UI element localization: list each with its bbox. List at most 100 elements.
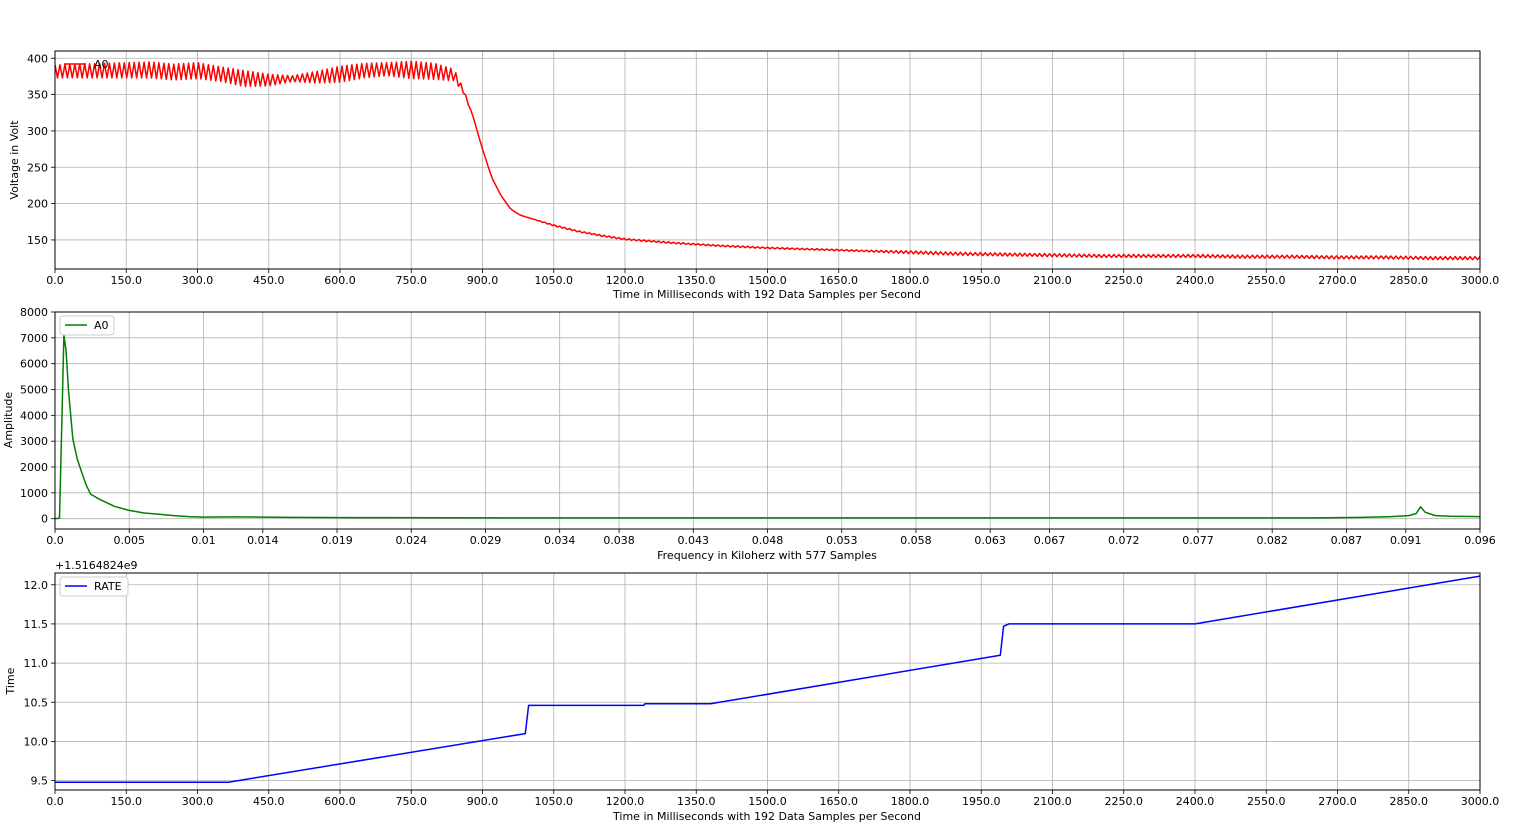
voltage-panel: 0.0 150.0 300.0 450.0 600.0 750.0 900.0 1050.0 1… bbox=[8, 50, 1499, 301]
amplitude-x-tick-label: 0.053 bbox=[826, 534, 858, 547]
voltage-x-tick-label: 300.0 bbox=[182, 274, 214, 287]
rate-y-tick-label: 12.0 bbox=[24, 579, 49, 592]
amplitude-x-tick-label: 0.043 bbox=[678, 534, 710, 547]
amplitude-y-tick-label: 7000 bbox=[20, 332, 48, 345]
rate-x-tick-label: 150.0 bbox=[111, 795, 143, 808]
amplitude-line-series bbox=[54, 334, 1481, 520]
voltage-legend-label: A0 bbox=[94, 58, 109, 71]
rate-x-tick-label: 0.0 bbox=[46, 795, 64, 808]
voltage-x-tick-label: 1650.0 bbox=[820, 274, 859, 287]
voltage-x-tick-label: 600.0 bbox=[324, 274, 356, 287]
voltage-x-tick-label: 1350.0 bbox=[677, 274, 716, 287]
amplitude-grid bbox=[54, 311, 1481, 529]
voltage-x-tick-label: 2250.0 bbox=[1105, 274, 1144, 287]
rate-x-tick-label: 2400.0 bbox=[1176, 795, 1215, 808]
rate-x-tick-label: 1950.0 bbox=[962, 795, 1001, 808]
rate-plot-frame bbox=[54, 572, 1481, 791]
amplitude-x-tick-label: 0.072 bbox=[1108, 534, 1140, 547]
voltage-x-tick-label: 900.0 bbox=[467, 274, 499, 287]
amplitude-x-tick-label: 0.01 bbox=[191, 534, 216, 547]
voltage-y-tick-label: 150 bbox=[27, 234, 48, 247]
voltage-x-tick-label: 2100.0 bbox=[1033, 274, 1072, 287]
amplitude-x-tick-label: 0.063 bbox=[974, 534, 1006, 547]
voltage-y-tick-label: 400 bbox=[27, 52, 48, 65]
amplitude-series bbox=[54, 334, 1481, 520]
amplitude-x-tick-label: 0.091 bbox=[1390, 534, 1422, 547]
voltage-x-tick-label: 1500.0 bbox=[748, 274, 787, 287]
amplitude-plot-frame bbox=[54, 311, 1481, 530]
voltage-series bbox=[54, 60, 1481, 261]
rate-x-tick-label: 1350.0 bbox=[677, 795, 716, 808]
voltage-x-tick-label: 1050.0 bbox=[535, 274, 574, 287]
rate-line-series bbox=[55, 575, 1481, 783]
amplitude-x-tick-label: 0.082 bbox=[1256, 534, 1288, 547]
rate-offset-text: +1.5164824e9 bbox=[55, 559, 137, 572]
rate-y-tick-label: 10.5 bbox=[24, 696, 49, 709]
amplitude-x-tick-label: 0.019 bbox=[321, 534, 353, 547]
voltage-x-axis-label: Time in Milliseconds with 192 Data Sampl… bbox=[612, 288, 921, 301]
voltage-y-tick-label: 200 bbox=[27, 198, 48, 211]
voltage-y-tick-label: 250 bbox=[27, 161, 48, 174]
voltage-x-tick-label: 1200.0 bbox=[606, 274, 645, 287]
amplitude-x-tick-label: 0.005 bbox=[113, 534, 145, 547]
amplitude-x-tick-label: 0.0 bbox=[46, 534, 64, 547]
voltage-x-tick-label: 2550.0 bbox=[1247, 274, 1286, 287]
voltage-x-ticks: 0.0 150.0 300.0 450.0 600.0 750.0 900.0 1050.0 1… bbox=[46, 269, 1499, 287]
amplitude-x-tick-label: 0.077 bbox=[1182, 534, 1214, 547]
rate-y-axis-label: Time bbox=[4, 667, 17, 695]
voltage-y-tick-label: 350 bbox=[27, 89, 48, 102]
amplitude-x-tick-label: 0.058 bbox=[900, 534, 932, 547]
rate-x-tick-label: 450.0 bbox=[253, 795, 285, 808]
rate-legend-box bbox=[59, 576, 129, 597]
amplitude-x-tick-label: 0.034 bbox=[544, 534, 576, 547]
rate-y-ticks: 9.5 10.0 10.5 11.0 11.5 12.0 bbox=[24, 579, 55, 788]
rate-x-tick-label: 1800.0 bbox=[891, 795, 930, 808]
voltage-x-tick-label: 0.0 bbox=[46, 274, 64, 287]
amplitude-y-tick-label: 5000 bbox=[20, 384, 48, 397]
rate-grid bbox=[54, 573, 1481, 790]
rate-x-tick-label: 300.0 bbox=[182, 795, 214, 808]
voltage-x-tick-label: 450.0 bbox=[253, 274, 285, 287]
rate-series bbox=[55, 575, 1481, 783]
rate-x-tick-label: 750.0 bbox=[396, 795, 428, 808]
rate-x-axis-label: Time in Milliseconds with 192 Data Sampl… bbox=[612, 810, 921, 823]
rate-x-tick-label: 1500.0 bbox=[748, 795, 787, 808]
amplitude-y-tick-label: 6000 bbox=[20, 358, 48, 371]
amplitude-x-tick-label: 0.096 bbox=[1464, 534, 1496, 547]
rate-x-tick-label: 3000.0 bbox=[1461, 795, 1500, 808]
voltage-x-tick-label: 3000.0 bbox=[1461, 274, 1500, 287]
amplitude-panel: 0.0 0.005 0.01 0.014 0.019 0.024 0.029 0.034 0.0… bbox=[2, 306, 1496, 562]
voltage-y-axis-label: Voltage in Volt bbox=[8, 120, 21, 200]
voltage-legend: A0 bbox=[64, 58, 109, 71]
voltage-x-tick-label: 2700.0 bbox=[1318, 274, 1357, 287]
rate-legend: RATE bbox=[59, 576, 129, 597]
voltage-grid bbox=[54, 51, 1481, 269]
amplitude-x-tick-label: 0.087 bbox=[1331, 534, 1363, 547]
amplitude-legend-label: A0 bbox=[94, 319, 109, 332]
amplitude-x-tick-label: 0.038 bbox=[603, 534, 635, 547]
amplitude-y-tick-label: 1000 bbox=[20, 487, 48, 500]
amplitude-y-ticks: 0 1000 2000 3000 4000 5000 6000 7000 8000 bbox=[20, 306, 55, 526]
voltage-line-series bbox=[54, 60, 1481, 261]
voltage-y-ticks: 150 200 250 300 350 400 bbox=[27, 52, 55, 247]
rate-x-tick-label: 600.0 bbox=[324, 795, 356, 808]
rate-y-tick-label: 10.0 bbox=[24, 735, 49, 748]
amplitude-y-tick-label: 2000 bbox=[20, 461, 48, 474]
amplitude-x-tick-label: 0.014 bbox=[247, 534, 279, 547]
rate-x-tick-label: 2250.0 bbox=[1105, 795, 1144, 808]
rate-x-tick-label: 900.0 bbox=[467, 795, 499, 808]
voltage-x-tick-label: 1950.0 bbox=[962, 274, 1001, 287]
voltage-plot-frame bbox=[54, 50, 1481, 270]
rate-x-tick-label: 1050.0 bbox=[535, 795, 574, 808]
rate-panel: 0.0 150.0 300.0 450.0 600.0 750.0 900.0 1050.0 1… bbox=[4, 559, 1499, 823]
amplitude-y-tick-label: 8000 bbox=[20, 306, 48, 319]
rate-x-tick-label: 2700.0 bbox=[1318, 795, 1357, 808]
amplitude-x-tick-label: 0.048 bbox=[752, 534, 784, 547]
voltage-x-tick-label: 2850.0 bbox=[1390, 274, 1429, 287]
rate-x-tick-label: 2550.0 bbox=[1247, 795, 1286, 808]
amplitude-legend: A0 bbox=[59, 315, 115, 336]
amplitude-x-tick-label: 0.067 bbox=[1034, 534, 1066, 547]
rate-x-tick-label: 1200.0 bbox=[606, 795, 645, 808]
rate-x-ticks: 0.0 150.0 300.0 450.0 600.0 750.0 900.0 1050.0 1… bbox=[46, 790, 1499, 808]
